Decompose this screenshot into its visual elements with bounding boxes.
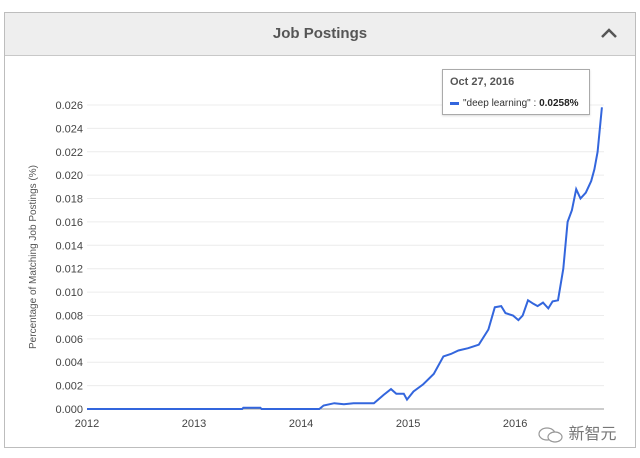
y-tick-label: 0.024 (55, 123, 83, 135)
x-tick-label: 2013 (182, 418, 206, 430)
wechat-icon (538, 427, 563, 443)
chevron-up-icon[interactable] (597, 22, 621, 46)
y-tick-label: 0.012 (55, 264, 83, 276)
panel-title: Job Postings (272, 25, 368, 42)
y-axis-label: Percentage of Matching Job Postings (%) (28, 165, 39, 349)
tooltip-row: "deep learning" : 0.0258% (450, 98, 579, 109)
y-tick-label: 0.026 (55, 100, 83, 112)
y-tick-label: 0.002 (55, 381, 83, 393)
x-tick-label: 2014 (289, 418, 313, 430)
y-tick-label: 0.008 (55, 310, 83, 322)
y-tick-label: 0.022 (55, 147, 83, 159)
y-tick-label: 0.004 (55, 357, 83, 369)
y-tick-label: 0.020 (55, 170, 83, 182)
y-tick-label: 0.010 (55, 287, 83, 299)
watermark: 新智元 (538, 420, 616, 444)
x-tick-label: 2016 (503, 418, 527, 430)
watermark-text: 新智元 (568, 426, 617, 443)
tooltip-value: 0.0258% (539, 98, 579, 109)
y-tick-label: 0.014 (55, 240, 83, 252)
tooltip: Oct 27, 2016 "deep learning" : 0.0258% (442, 69, 590, 115)
x-tick-label: 2012 (75, 418, 99, 430)
y-tick-label: 0.000 (55, 404, 83, 416)
y-tick-label: 0.018 (55, 194, 83, 206)
tooltip-series: "deep learning" (463, 98, 531, 109)
x-tick-label: 2015 (396, 418, 420, 430)
tooltip-separator: : (533, 98, 537, 109)
tooltip-date: Oct 27, 2016 (450, 76, 515, 88)
y-tick-label: 0.006 (55, 334, 83, 346)
y-tick-label: 0.016 (55, 217, 83, 229)
series-line-deep-learning[interactable] (87, 107, 603, 410)
legend-swatch-icon (450, 101, 459, 105)
panel-header[interactable]: Job Postings (5, 13, 635, 56)
